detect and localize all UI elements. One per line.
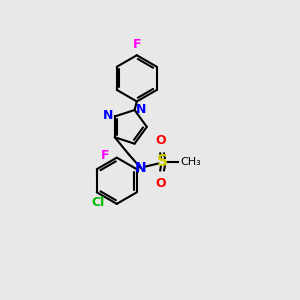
Text: N: N xyxy=(103,109,113,122)
Text: O: O xyxy=(156,176,166,190)
Text: Cl: Cl xyxy=(92,196,105,209)
Text: O: O xyxy=(156,134,166,147)
Text: CH₃: CH₃ xyxy=(180,157,201,167)
Text: S: S xyxy=(157,154,168,169)
Text: N: N xyxy=(136,103,146,116)
Text: F: F xyxy=(100,149,109,162)
Text: F: F xyxy=(133,38,141,51)
Text: N: N xyxy=(135,161,147,175)
